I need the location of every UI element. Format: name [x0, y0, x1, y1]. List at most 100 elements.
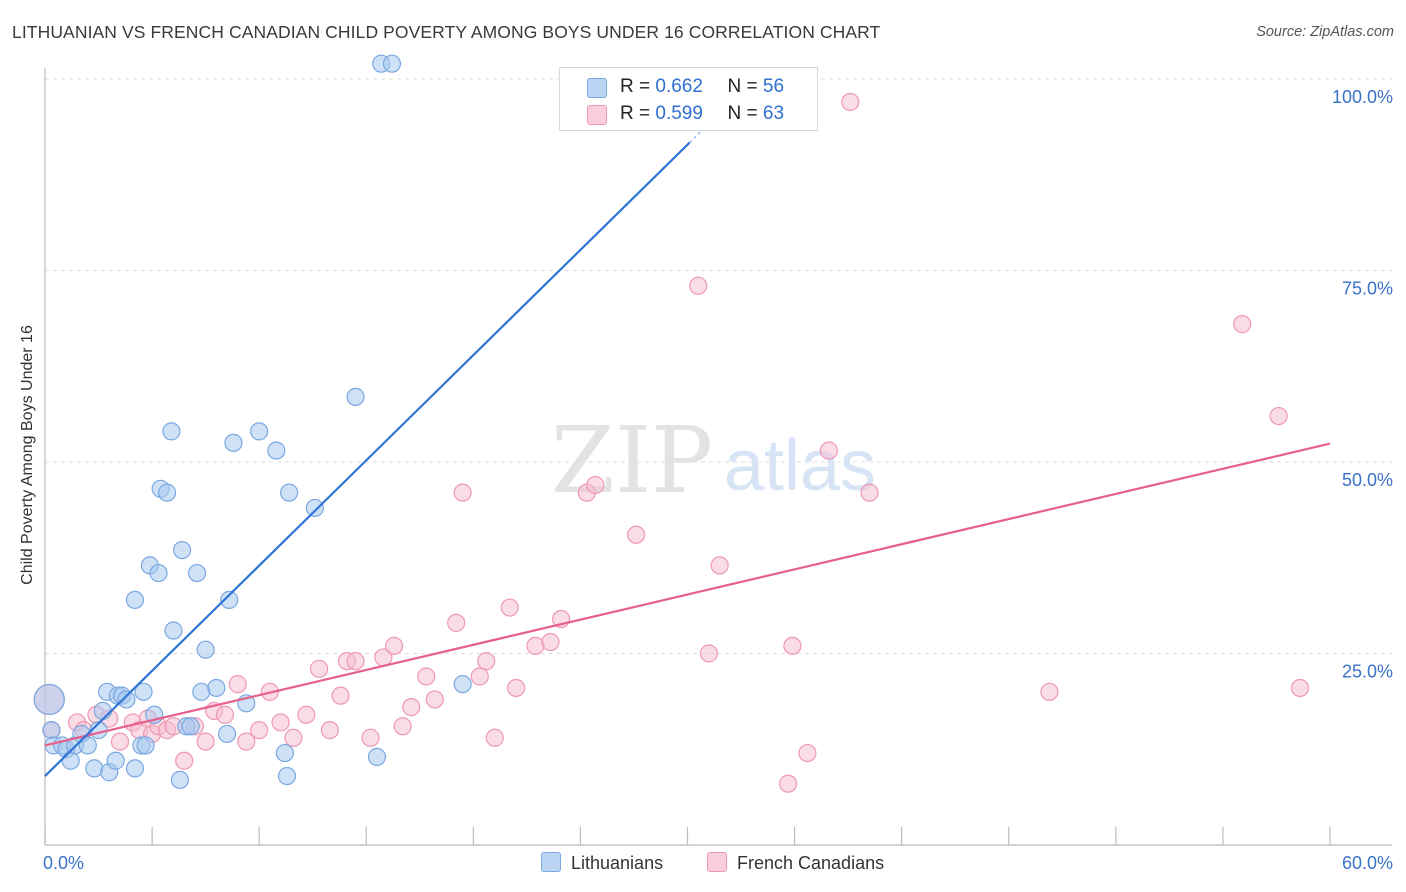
lithuanians-point-27	[157, 483, 177, 502]
french-canadians-point-31	[361, 728, 380, 747]
french-canadians-point-41	[477, 652, 496, 671]
french-canadians-point-27	[320, 720, 339, 740]
french-canadians-point-24	[284, 728, 303, 747]
french-canadians-point-35	[402, 698, 421, 717]
french-canadians-point-14	[175, 751, 194, 770]
lithuanians-point-48	[346, 387, 365, 406]
french-canadians-point-23	[271, 713, 290, 732]
french-canadians-point-33	[384, 636, 404, 655]
french-canadians-point-58	[841, 92, 860, 112]
french-canadians-point-45	[526, 636, 545, 655]
legend-item-french-canadians: French Canadians	[707, 852, 884, 874]
lithuanians-point-14	[106, 751, 125, 770]
lithuanians-point-30	[170, 770, 190, 789]
lithuanians-point-35	[192, 682, 211, 701]
watermark: ZIP atlas	[551, 407, 876, 514]
lithuanians-point-19	[125, 759, 145, 778]
lithuanians-n-value: 56	[762, 76, 785, 97]
legend-lithuanians-swatch	[541, 852, 561, 872]
french-canadians-point-57	[819, 441, 838, 460]
lithuanians-point-33	[181, 717, 200, 736]
correlation-legend: R = 0.662 N = 56 R = 0.599 N = 63	[559, 67, 818, 131]
lithuanians-r-label: R =	[620, 76, 651, 97]
french-canadians-point-36	[417, 667, 436, 686]
lithuanians-point-52	[382, 54, 402, 73]
lithuanians-point-47	[305, 498, 324, 518]
y-tick-label-0: 25.0%	[1342, 662, 1393, 682]
french-canadians-point-46	[541, 632, 560, 652]
lithuanians-point-50	[453, 675, 472, 694]
french-canadians-point-21	[250, 720, 269, 740]
legend-lithuanians-label: Lithuanians	[571, 853, 664, 873]
chart-title: LITHUANIAN VS FRENCH CANADIAN CHILD POVE…	[12, 22, 881, 42]
lithuanians-point-25	[149, 563, 168, 583]
french-canadians-point-18	[215, 705, 234, 724]
french-canadians-point-52	[699, 644, 719, 663]
lithuanians-point-17	[117, 690, 136, 709]
french-canadians-point-28	[331, 686, 350, 705]
french-canadians-point-30	[346, 652, 365, 671]
french-canadians-n-label: N =	[727, 103, 758, 124]
watermark-zip: ZIP	[551, 407, 713, 514]
french-canadians-point-25	[297, 705, 316, 724]
lithuanians-points	[33, 54, 472, 789]
lithuanians-point-31	[172, 540, 192, 560]
x-tick-label-max: 60.0%	[1342, 853, 1393, 873]
french-canadians-point-50	[626, 525, 646, 544]
lithuanians-point-29	[164, 621, 183, 640]
french-canadians-point-61	[1233, 315, 1252, 334]
lithuanians-r-value: 0.662	[655, 76, 703, 97]
french-canadians-point-6	[110, 732, 130, 751]
french-canadians-point-60	[1040, 682, 1059, 701]
legend-french-canadians-label: French Canadians	[737, 853, 885, 873]
lithuanians-point-0	[33, 683, 65, 716]
lithuanians-point-34	[187, 563, 207, 583]
french-canadians-point-38	[447, 613, 466, 632]
french-canadians-point-51	[689, 276, 708, 295]
french-canadians-swatch	[587, 105, 607, 125]
french-canadians-point-37	[425, 690, 444, 709]
french-canadians-point-59	[860, 483, 879, 502]
french-canadians-point-53	[710, 556, 729, 575]
lithuanians-swatch	[587, 78, 607, 98]
y-tick-label-3: 100.0%	[1332, 87, 1393, 107]
french-canadians-point-19	[228, 675, 247, 694]
lithuanians-point-28	[162, 422, 181, 441]
french-canadians-point-56	[798, 743, 817, 763]
source-note: Source: ZipAtlas.com	[1256, 24, 1394, 40]
legend-item-lithuanians: Lithuanians	[541, 852, 663, 874]
french-canadians-point-39	[453, 483, 472, 502]
lithuanians-trend-line	[44, 141, 691, 777]
lithuanians-point-1	[42, 720, 61, 740]
axes	[44, 68, 1392, 846]
lithuanians-point-21	[134, 682, 153, 701]
watermark-atlas: atlas	[724, 426, 876, 506]
lithuanians-point-46	[280, 483, 299, 502]
lithuanians-point-37	[207, 678, 226, 698]
lithuanians-point-39	[220, 590, 239, 609]
lithuanians-n-label: N =	[727, 76, 758, 97]
x-tick-label-min: 0.0%	[43, 853, 84, 873]
lithuanians-point-45	[277, 766, 297, 786]
lithuanians-point-40	[224, 433, 243, 452]
lithuanians-point-36	[196, 640, 215, 659]
grid-lines	[45, 78, 1392, 654]
legend-french-canadians-swatch	[707, 852, 727, 872]
french-canadians-point-43	[500, 598, 519, 617]
french-canadians-point-34	[393, 717, 412, 736]
lithuanians-point-11	[93, 701, 112, 721]
french-canadians-point-44	[507, 678, 526, 698]
lithuanians-point-43	[267, 441, 286, 460]
lithuanians-point-38	[217, 724, 237, 744]
tick-labels: 25.0% 50.0% 75.0% 100.0% 0.0% 60.0%	[43, 87, 1393, 873]
lithuanians-point-5	[61, 751, 80, 770]
french-canadians-point-40	[470, 667, 489, 686]
lithuanians-point-18	[125, 590, 145, 609]
french-canadians-point-42	[485, 728, 504, 747]
french-canadians-point-20	[237, 732, 256, 751]
french-canadians-r-label: R =	[620, 103, 651, 124]
french-canadians-point-26	[310, 659, 329, 678]
french-canadians-point-16	[196, 732, 215, 751]
french-canadians-point-62	[1269, 406, 1288, 426]
